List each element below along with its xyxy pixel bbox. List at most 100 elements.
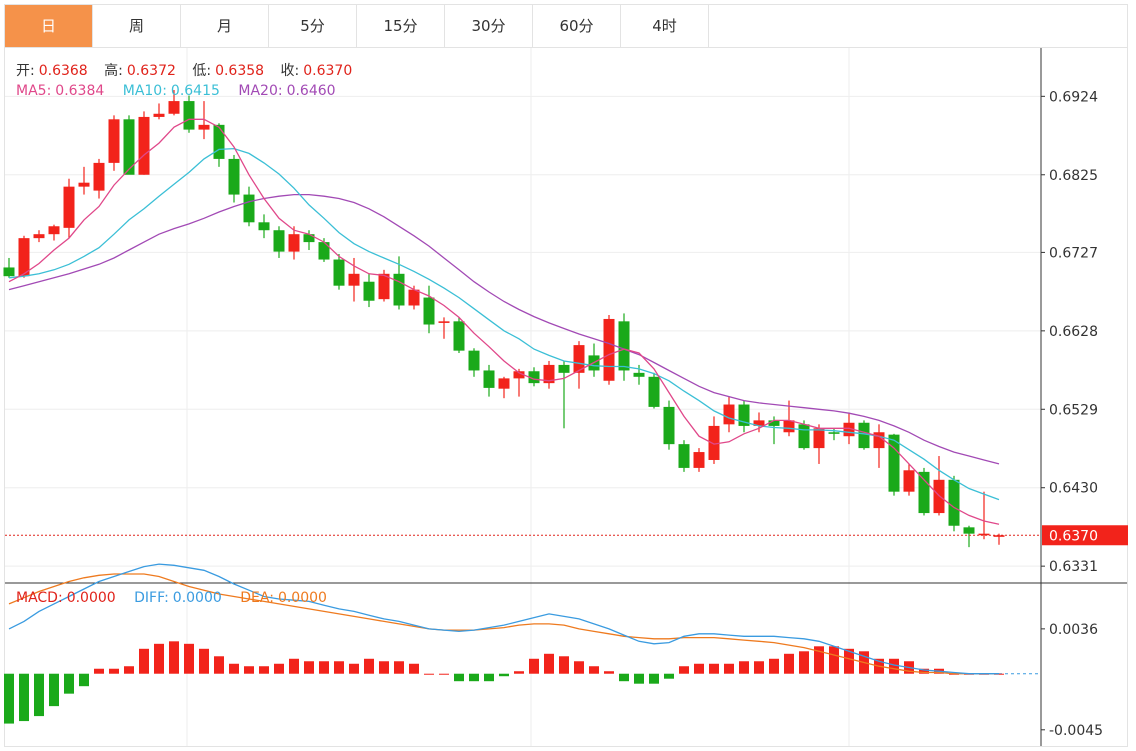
- macd-bar: [4, 673, 14, 724]
- diff-label: DIFF:: [134, 590, 169, 606]
- last-price-box: [1042, 525, 1128, 546]
- macd-bar: [529, 658, 539, 674]
- macd-bar: [394, 661, 404, 674]
- dea-value: 0.0000: [277, 590, 327, 606]
- candle-body: [858, 422, 870, 449]
- candle-body: [978, 533, 990, 536]
- macd-bar: [604, 671, 614, 674]
- macd-bar: [469, 673, 479, 682]
- macd-bar: [814, 646, 824, 674]
- macd-bar: [424, 673, 434, 675]
- price-tick-label: 0.6430: [1049, 481, 1098, 497]
- candle-body: [438, 321, 450, 323]
- macd-bar: [79, 673, 89, 687]
- tab-month[interactable]: 月: [181, 5, 269, 47]
- ma-legend: MA5: 0.6384 MA10: 0.6415 MA20: 0.6460: [16, 83, 340, 99]
- candle-body: [753, 420, 765, 426]
- macd-bar: [769, 658, 779, 674]
- candle-body: [708, 425, 720, 460]
- high-label: 高:: [104, 63, 123, 79]
- candle-body: [513, 371, 525, 379]
- chart-frame: [4, 48, 1128, 747]
- close-value: 0.6370: [303, 63, 353, 79]
- macd-bar: [274, 663, 284, 674]
- macd-bar: [589, 666, 599, 674]
- high-value: 0.6372: [126, 63, 176, 79]
- macd-bar: [514, 671, 524, 674]
- macd-bar: [544, 653, 554, 674]
- candle-body: [483, 370, 495, 388]
- candle-body: [783, 420, 795, 433]
- macd-bar: [649, 673, 659, 684]
- price-tick-label: 0.6924: [1049, 89, 1098, 105]
- candle-body: [183, 101, 195, 130]
- candle-body: [543, 364, 555, 384]
- macd-bar: [379, 661, 389, 674]
- candle-body: [33, 234, 45, 239]
- macd-tick-label: 0.0036: [1049, 622, 1098, 638]
- tab-day[interactable]: 日: [5, 5, 93, 47]
- macd-bar: [799, 651, 809, 674]
- candle-body: [573, 345, 585, 373]
- candle-body: [423, 297, 435, 325]
- ma10-label: MA10:: [122, 83, 167, 99]
- macd-bar: [214, 656, 224, 674]
- macd-bar: [49, 673, 59, 707]
- close-label: 收:: [280, 63, 300, 79]
- macd-bar: [724, 663, 734, 674]
- ma20-label: MA20:: [238, 83, 283, 99]
- macd-tick-label: -0.0045: [1049, 723, 1103, 739]
- candle-body: [663, 406, 675, 445]
- diff-line: [8, 563, 999, 675]
- tab-60min[interactable]: 60分: [533, 5, 621, 47]
- macd-bar: [139, 648, 149, 674]
- candle-body: [498, 378, 510, 389]
- tab-15min[interactable]: 15分: [357, 5, 445, 47]
- candle-body: [168, 101, 180, 114]
- candle-body: [678, 444, 690, 468]
- macd-bar: [34, 673, 44, 717]
- candle-body: [303, 234, 315, 243]
- price-tick-label: 0.6331: [1049, 559, 1098, 575]
- candle-body: [273, 230, 285, 252]
- dea-label: DEA:: [240, 590, 274, 606]
- candle-body: [828, 432, 840, 434]
- macd-bar: [304, 661, 314, 674]
- macd-bar: [784, 653, 794, 674]
- macd-bar: [199, 648, 209, 674]
- macd-bar: [439, 673, 449, 675]
- candle-body: [228, 158, 240, 195]
- candle-body: [78, 182, 90, 187]
- candle-body: [48, 226, 60, 235]
- candle-body: [693, 452, 705, 468]
- candle-body: [363, 281, 375, 301]
- tab-week[interactable]: 周: [93, 5, 181, 47]
- candle-body: [903, 470, 915, 492]
- macd-bar: [709, 663, 719, 674]
- macd-bar: [94, 668, 104, 674]
- diff-value: 0.0000: [172, 590, 222, 606]
- candle-body: [123, 119, 135, 175]
- candle-body: [798, 424, 810, 449]
- macd-legend: MACD: 0.0000 DIFF: 0.0000 DEA: 0.0000: [16, 590, 331, 606]
- ma5-line: [8, 118, 1000, 525]
- macd-bar: [124, 666, 134, 674]
- macd-bar: [409, 663, 419, 674]
- macd-bar: [349, 663, 359, 674]
- candle-body: [558, 364, 570, 373]
- candle-body: [648, 376, 660, 407]
- tab-4hour[interactable]: 4时: [621, 5, 709, 47]
- tab-30min[interactable]: 30分: [445, 5, 533, 47]
- candle-body: [813, 428, 825, 449]
- candle-body: [288, 234, 300, 252]
- candle-body: [108, 119, 120, 163]
- ohlc-legend: 开: 0.6368 高: 0.6372 低: 0.6358 收: 0.6370: [16, 60, 356, 80]
- candle-body: [948, 479, 960, 526]
- price-tick-label: 0.6727: [1049, 245, 1098, 261]
- macd-bar: [829, 646, 839, 674]
- candle-body: [378, 273, 390, 300]
- tab-5min[interactable]: 5分: [269, 5, 357, 47]
- candle-body: [348, 273, 360, 286]
- ma5-value: 0.6384: [55, 83, 105, 99]
